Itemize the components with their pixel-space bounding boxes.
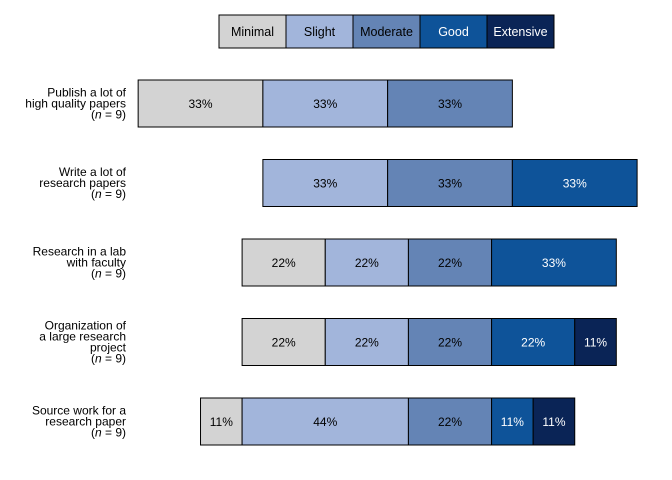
bar-segment-good bbox=[511, 159, 638, 207]
legend-swatch bbox=[218, 14, 287, 49]
bar-segment-slight bbox=[324, 238, 409, 287]
legend-label: Slight bbox=[304, 25, 336, 39]
data-label: 33% bbox=[189, 97, 213, 111]
legend-item-slight: Slight bbox=[285, 14, 354, 49]
legend-swatch bbox=[352, 14, 421, 49]
category-label: Source work for a research paper (n = 9) bbox=[32, 404, 126, 440]
data-label: 44% bbox=[313, 415, 337, 429]
chart-row: 33% 33% 33% Write a lot of research papers (n… bbox=[39, 159, 638, 207]
legend-label: Extensive bbox=[493, 25, 547, 39]
bar-segment-minimal bbox=[241, 318, 326, 366]
data-label: 33% bbox=[313, 177, 337, 191]
chart-row: 22% 22% 22% 22% 11% Organization of a large re… bbox=[39, 318, 617, 366]
data-label: 22% bbox=[438, 415, 462, 429]
bar-segment-moderate bbox=[387, 159, 513, 207]
data-label: 33% bbox=[438, 97, 462, 111]
legend-label: Good bbox=[438, 25, 469, 39]
bar-segment-moderate bbox=[387, 79, 513, 128]
bar-segment-good bbox=[491, 318, 576, 366]
bar-segment-moderate bbox=[407, 238, 493, 287]
legend-label: Moderate bbox=[360, 25, 413, 39]
data-label: 11% bbox=[210, 415, 233, 429]
bar-segment-minimal bbox=[241, 238, 326, 287]
category-label: Write a lot of research papers (n = 9) bbox=[39, 165, 126, 201]
bar-segment-minimal bbox=[137, 79, 264, 128]
legend-swatch bbox=[486, 14, 555, 49]
data-label: 11% bbox=[584, 336, 607, 350]
data-label: 33% bbox=[563, 177, 587, 191]
bar-segment-slight bbox=[241, 397, 409, 446]
bar-segment-extensive bbox=[574, 318, 617, 366]
bar-segment-moderate bbox=[407, 397, 493, 446]
data-label: 11% bbox=[501, 415, 524, 429]
data-label: 22% bbox=[355, 256, 379, 270]
data-label: 22% bbox=[438, 336, 462, 350]
data-label: 11% bbox=[542, 415, 565, 429]
category-label: Organization of a large research project (n… bbox=[39, 319, 126, 366]
data-label: 22% bbox=[272, 256, 296, 270]
bar-segment-moderate bbox=[407, 318, 493, 366]
data-label: 33% bbox=[438, 177, 462, 191]
data-label: 33% bbox=[313, 97, 337, 111]
chart-row: 33% 33% 33% Publish a lot of high quality pa… bbox=[25, 79, 513, 128]
legend-label: Minimal bbox=[231, 25, 274, 39]
category-label: Research in a lab with faculty (n = 9) bbox=[33, 245, 127, 281]
legend-item-extensive: Extensive bbox=[486, 14, 555, 49]
data-label: 22% bbox=[521, 336, 545, 350]
chart-row: 11% 44% 22% 11% 11% Source work for a research… bbox=[32, 397, 576, 446]
data-label: 33% bbox=[542, 256, 566, 270]
legend-item-minimal: Minimal bbox=[218, 14, 287, 49]
legend-item-good: Good bbox=[419, 14, 488, 49]
legend: Minimal Slight Moderate Good Extensive bbox=[218, 14, 555, 49]
bar-segment-minimal bbox=[200, 397, 243, 446]
bar-segment-slight bbox=[262, 159, 389, 207]
bar-segment-slight bbox=[262, 79, 389, 128]
category-label: Publish a lot of high quality papers (n = … bbox=[25, 86, 126, 122]
data-label: 22% bbox=[272, 336, 296, 350]
legend-swatch bbox=[285, 14, 354, 49]
data-label: 22% bbox=[355, 336, 379, 350]
data-label: 22% bbox=[438, 256, 462, 270]
bar-segment-good bbox=[491, 238, 617, 287]
bar-segment-slight bbox=[324, 318, 409, 366]
chart-row: 22% 22% 22% 33% Research in a lab with facult… bbox=[33, 238, 617, 287]
chart-rows: 33% 33% 33% Publish a lot of high quality pa… bbox=[25, 79, 638, 446]
bar-segment-extensive bbox=[532, 397, 576, 446]
legend-item-moderate: Moderate bbox=[352, 14, 421, 49]
